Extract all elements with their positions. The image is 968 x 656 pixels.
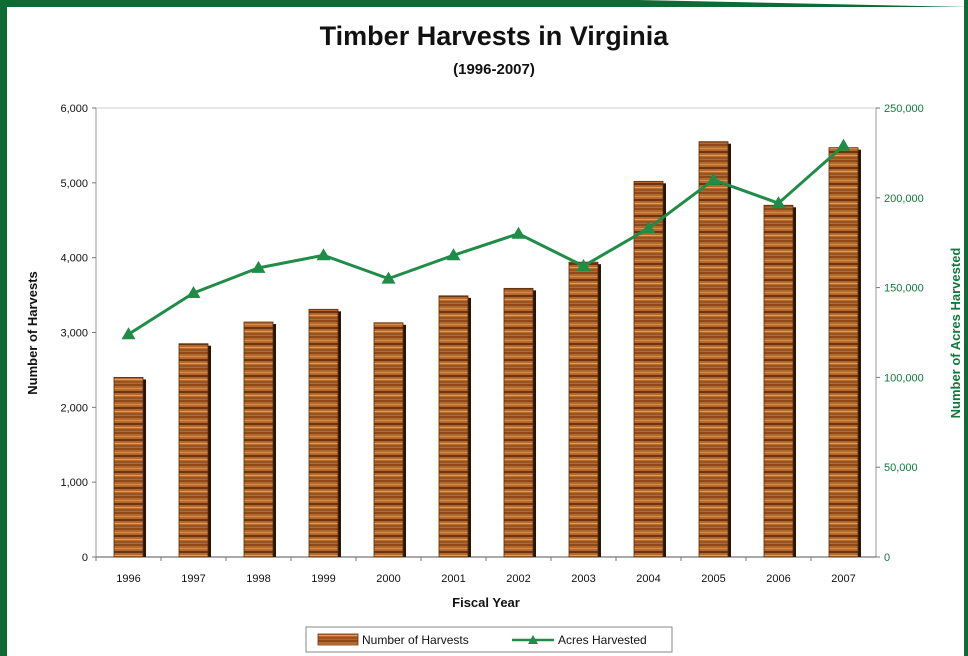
acres-point (771, 196, 786, 209)
acres-point (511, 226, 526, 239)
acres-point (121, 327, 136, 340)
bar (113, 376, 144, 558)
left-tick-label: 3,000 (60, 328, 88, 340)
legend-box (305, 626, 673, 653)
right-tick-label: 100,000 (884, 372, 924, 384)
left-tick-label: 1,000 (60, 477, 88, 489)
acres-point (316, 248, 331, 261)
bar (243, 321, 274, 558)
frame-left-border (0, 0, 7, 656)
right-tick-label: 250,000 (884, 103, 924, 115)
x-tick-label: 1998 (246, 573, 270, 585)
acres-point (706, 172, 721, 185)
line-series-acres-harvested (121, 138, 851, 340)
acres-point (836, 138, 851, 151)
bar (438, 295, 469, 558)
left-axis-ticks: 0 1,000 2,000 3,000 4,000 5,000 6,000 (60, 103, 96, 564)
right-tick-label: 0 (884, 552, 890, 564)
y-axis-label: Number of Harvests (25, 271, 40, 395)
acres-point (251, 260, 266, 273)
right-tick-label: 200,000 (884, 193, 924, 205)
bar (178, 343, 209, 558)
x-tick-label: 2003 (571, 573, 595, 585)
bar (308, 308, 339, 558)
x-tick-label: 2004 (636, 573, 660, 585)
chart-title: Timber Harvests in Virginia (320, 21, 670, 51)
right-tick-label: 150,000 (884, 283, 924, 295)
left-tick-label: 0 (82, 552, 88, 564)
x-tick-label: 1999 (311, 573, 335, 585)
x-tick-label: 2005 (701, 573, 725, 585)
acres-point (446, 248, 461, 261)
bar (503, 287, 534, 558)
legend-triangle-marker (528, 635, 538, 644)
left-tick-label: 5,000 (60, 178, 88, 190)
frame-corner-cut (638, 0, 968, 7)
right-tick-label: 50,000 (884, 462, 918, 474)
bar (698, 141, 729, 558)
x-tick-label: 1997 (181, 573, 205, 585)
legend-label-number-of-harvests: Number of Harvests (362, 633, 469, 647)
y2-axis-label: Number of Acres Harvested (948, 248, 963, 419)
legend: Number of Harvests Acres Harvested (305, 626, 673, 653)
x-axis-ticks: 1996 1997 1998 1999 2000 2001 2002 2003 2004 2005… (95, 557, 856, 585)
bar (763, 204, 794, 558)
acres-point (576, 259, 591, 272)
frame-right-border (964, 0, 968, 656)
bar-series-number-of-harvests (113, 141, 861, 558)
x-tick-label: 2000 (376, 573, 400, 585)
left-tick-label: 6,000 (60, 103, 88, 115)
legend-label-acres-harvested: Acres Harvested (558, 633, 647, 647)
chart-subtitle: (1996-2007) (453, 61, 535, 78)
legend-bar-swatch (317, 633, 359, 646)
x-tick-label: 2001 (441, 573, 465, 585)
frame-top-border (0, 0, 968, 7)
right-axis-ticks: 0 50,000 100,000 150,000 200,000 250,000 (876, 103, 924, 564)
left-tick-label: 4,000 (60, 253, 88, 265)
acres-point (186, 285, 201, 298)
acres-point (381, 271, 396, 284)
x-tick-label: 2006 (766, 573, 790, 585)
x-tick-label: 2002 (506, 573, 530, 585)
left-tick-label: 2,000 (60, 402, 88, 414)
bar (828, 147, 859, 558)
x-axis-label: Fiscal Year (452, 595, 520, 610)
bar (633, 180, 664, 558)
acres-point (641, 221, 656, 234)
x-tick-label: 1996 (116, 573, 140, 585)
bar (568, 261, 599, 558)
bar (373, 322, 404, 558)
x-tick-label: 2007 (831, 573, 855, 585)
acres-line (127, 144, 845, 336)
